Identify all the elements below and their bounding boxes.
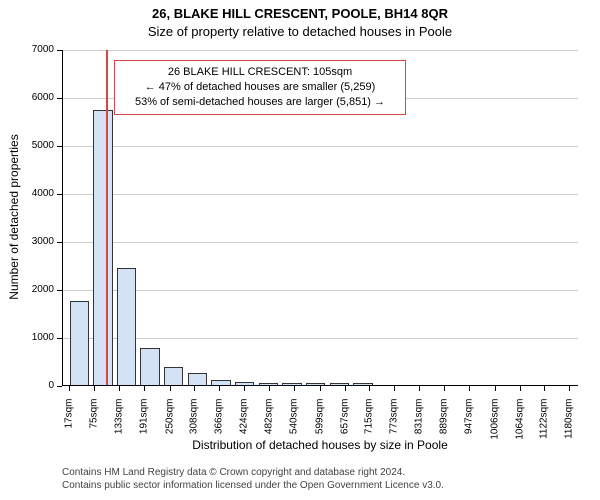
x-tick-label: 599sqm — [314, 399, 325, 449]
y-tick-label: 2000 — [14, 284, 54, 295]
x-tick-label: 831sqm — [414, 399, 425, 449]
x-tick-label: 1180sqm — [564, 399, 575, 449]
annotation-box: 26 BLAKE HILL CRESCENT: 105sqm← 47% of d… — [114, 60, 406, 115]
annotation-line3: 53% of semi-detached houses are larger (… — [121, 95, 399, 110]
histogram-bar — [93, 110, 112, 386]
x-tick-label: 715sqm — [364, 399, 375, 449]
x-tick-label: 482sqm — [264, 399, 275, 449]
x-tick — [219, 386, 220, 391]
y-axis-line — [62, 50, 63, 386]
chart-title-address: 26, BLAKE HILL CRESCENT, POOLE, BH14 8QR — [0, 6, 600, 21]
gridline — [62, 242, 578, 243]
x-tick-label: 424sqm — [239, 399, 250, 449]
x-tick — [444, 386, 445, 391]
x-tick-label: 889sqm — [439, 399, 450, 449]
x-tick — [419, 386, 420, 391]
gridline — [62, 338, 578, 339]
y-tick — [57, 386, 62, 387]
footer-attribution: Contains HM Land Registry data © Crown c… — [62, 466, 444, 492]
x-tick — [394, 386, 395, 391]
x-tick — [170, 386, 171, 391]
x-tick-label: 250sqm — [164, 399, 175, 449]
y-tick-label: 6000 — [14, 92, 54, 103]
x-tick — [269, 386, 270, 391]
x-tick — [469, 386, 470, 391]
gridline — [62, 290, 578, 291]
chart-plot-area: 26 BLAKE HILL CRESCENT: 105sqm← 47% of d… — [62, 50, 578, 386]
gridline — [62, 194, 578, 195]
histogram-bar — [117, 268, 136, 386]
y-tick-label: 7000 — [14, 44, 54, 55]
annotation-line1: 26 BLAKE HILL CRESCENT: 105sqm — [121, 65, 399, 80]
x-tick-label: 191sqm — [139, 399, 150, 449]
y-tick-label: 5000 — [14, 140, 54, 151]
x-tick-label: 75sqm — [89, 399, 100, 449]
x-tick — [144, 386, 145, 391]
y-tick-label: 3000 — [14, 236, 54, 247]
y-tick-label: 1000 — [14, 332, 54, 343]
x-tick-label: 947sqm — [464, 399, 475, 449]
y-tick-label: 0 — [14, 380, 54, 391]
histogram-bar — [140, 348, 159, 386]
x-tick — [69, 386, 70, 391]
x-tick-label: 366sqm — [214, 399, 225, 449]
gridline — [62, 50, 578, 51]
x-tick — [520, 386, 521, 391]
property-marker-line — [106, 50, 108, 386]
x-tick-label: 1006sqm — [489, 399, 500, 449]
histogram-bar — [70, 301, 89, 386]
gridline — [62, 146, 578, 147]
x-tick — [94, 386, 95, 391]
x-tick-label: 540sqm — [289, 399, 300, 449]
x-tick-label: 308sqm — [189, 399, 200, 449]
x-tick — [369, 386, 370, 391]
x-tick — [544, 386, 545, 391]
annotation-line2: ← 47% of detached houses are smaller (5,… — [121, 80, 399, 95]
footer-line2: Contains public sector information licen… — [62, 479, 444, 492]
x-tick — [345, 386, 346, 391]
x-tick — [194, 386, 195, 391]
x-tick — [119, 386, 120, 391]
x-tick — [294, 386, 295, 391]
chart-title-sub: Size of property relative to detached ho… — [0, 24, 600, 39]
histogram-bar — [164, 367, 183, 386]
footer-line1: Contains HM Land Registry data © Crown c… — [62, 466, 444, 479]
x-tick-label: 657sqm — [339, 399, 350, 449]
x-tick-label: 17sqm — [64, 399, 75, 449]
x-tick-label: 1122sqm — [539, 399, 550, 449]
x-tick — [495, 386, 496, 391]
x-tick-label: 773sqm — [389, 399, 400, 449]
x-tick-label: 1064sqm — [514, 399, 525, 449]
x-tick-label: 133sqm — [114, 399, 125, 449]
x-tick — [244, 386, 245, 391]
x-tick — [320, 386, 321, 391]
y-tick-label: 4000 — [14, 188, 54, 199]
x-tick — [569, 386, 570, 391]
